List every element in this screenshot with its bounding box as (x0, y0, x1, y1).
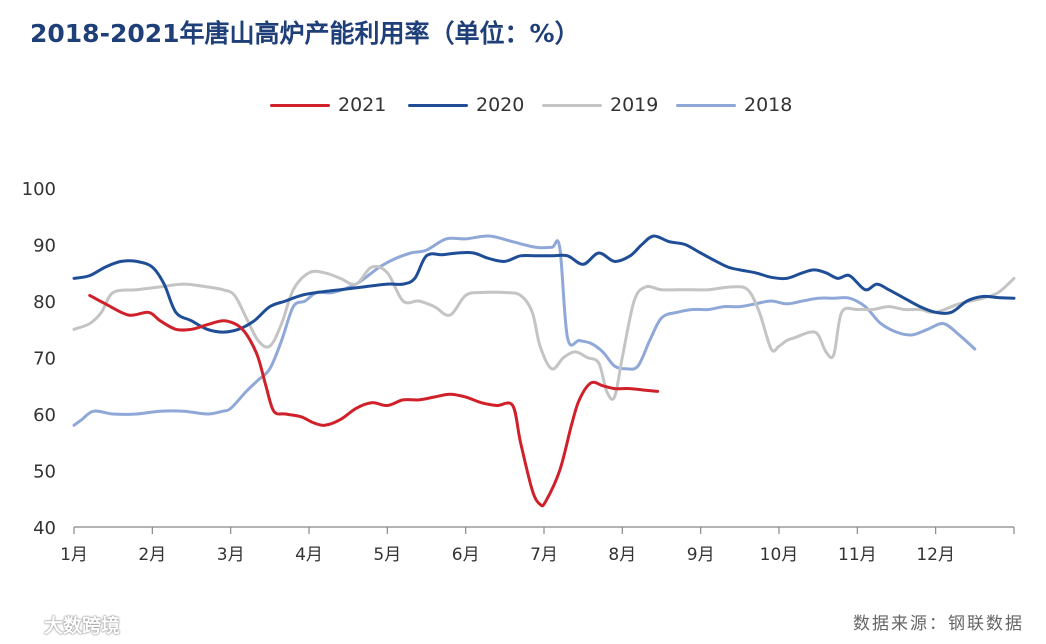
series-line-2021 (88, 293, 660, 508)
y-tick-label-80: 80 (33, 292, 56, 313)
series-line-2020 (72, 234, 1016, 334)
legend-label-2019: 2019 (610, 94, 659, 116)
legend-item-2020: 2020 (408, 90, 524, 120)
y-tick-label-90: 90 (33, 236, 56, 257)
legend-item-2021: 2021 (270, 90, 386, 120)
legend-line-2021 (270, 103, 330, 107)
y-tick-label-50: 50 (33, 462, 56, 483)
legend-line-2020 (408, 103, 468, 107)
x-tick-label-8: 8月 (608, 545, 636, 565)
legend-label-2018: 2018 (744, 94, 793, 116)
legend-line-2019 (542, 103, 602, 107)
x-tick-label-12: 12月 (916, 545, 955, 565)
legend-label-2021: 2021 (338, 94, 387, 116)
legend-item-2018: 2018 (676, 90, 792, 120)
chart-legend: 2021 2020 2019 2018 (0, 90, 1046, 120)
x-tick-label-3: 3月 (217, 545, 245, 565)
y-tick-label-60: 60 (33, 405, 56, 426)
x-tick-label-7: 7月 (530, 545, 558, 565)
x-tick-label-2: 2月 (138, 545, 166, 565)
x-tick-label-5: 5月 (373, 545, 401, 565)
watermark-logo-icon (8, 617, 40, 633)
x-tick-label-6: 6月 (452, 545, 480, 565)
x-tick-label-4: 4月 (295, 545, 323, 565)
series-line-2019 (72, 264, 1016, 401)
data-source-note: 数据来源：钢联数据 (853, 614, 1024, 634)
x-tick-label-10: 10月 (760, 545, 799, 565)
legend-label-2020: 2020 (476, 94, 525, 116)
legend-line-2018 (676, 103, 736, 107)
legend-item-2019: 2019 (542, 90, 658, 120)
y-tick-label-100: 100 (22, 179, 56, 200)
x-tick-label-1: 1月 (60, 545, 88, 565)
watermark: 大数跨境 (8, 611, 120, 638)
series-line-2018 (72, 234, 977, 427)
watermark-text: 大数跨境 (44, 615, 121, 637)
chart-title: 2018-2021年唐山高炉产能利用率（单位：%） (30, 19, 580, 48)
x-tick-label-11: 11月 (838, 545, 877, 565)
y-tick-label-70: 70 (33, 349, 56, 370)
x-tick-label-9: 9月 (687, 545, 715, 565)
y-tick-label-40: 40 (33, 518, 56, 539)
